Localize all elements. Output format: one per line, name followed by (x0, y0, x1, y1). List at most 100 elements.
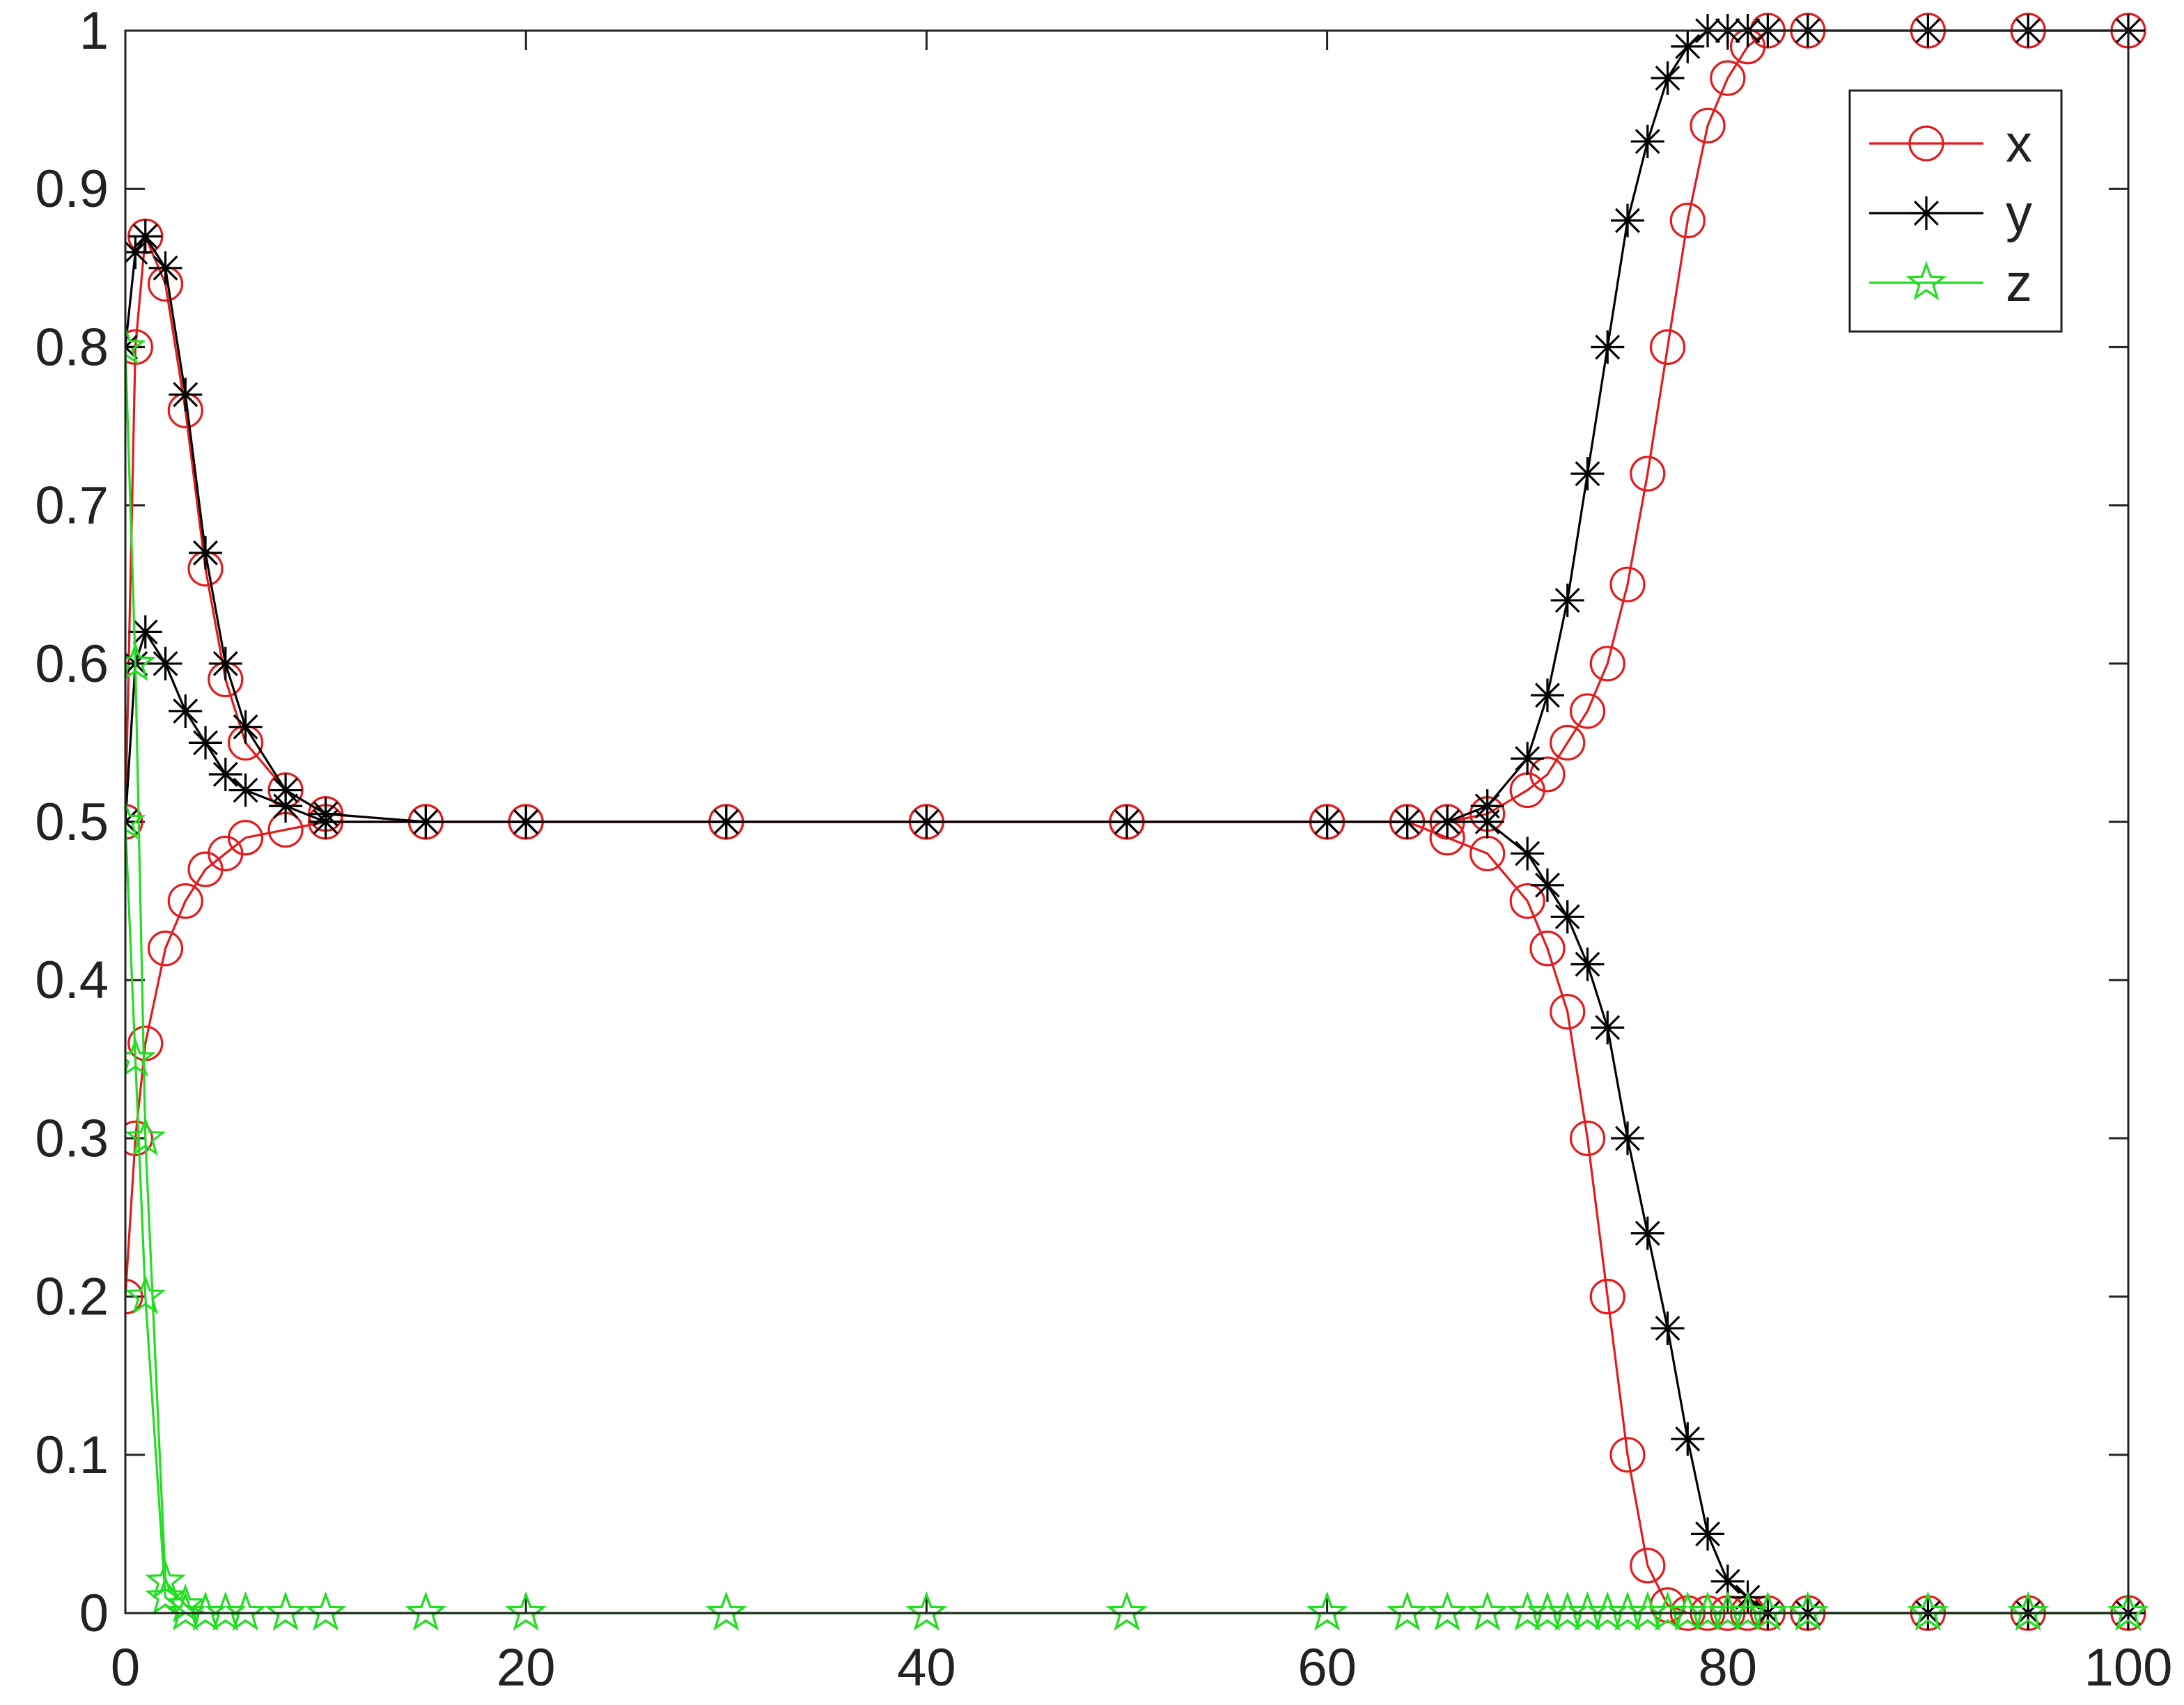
data-point (125, 325, 146, 365)
data-point (208, 646, 242, 680)
data-point (125, 1279, 143, 1315)
data-point (2007, 1591, 2049, 1631)
x-tick-label: 60 (1297, 1638, 1357, 1697)
data-point (189, 536, 223, 570)
data-point (1511, 742, 1545, 776)
data-point (2107, 1591, 2148, 1631)
data-point (228, 773, 263, 807)
data-point (125, 329, 153, 365)
data-point (1630, 456, 1666, 492)
data-point (1529, 756, 1566, 793)
data-point (125, 1037, 156, 1077)
data-point (1470, 805, 1504, 839)
y-tick-label: 0 (79, 1584, 109, 1643)
data-point (125, 235, 153, 270)
data-point (1589, 646, 1625, 682)
data-point (125, 1116, 166, 1156)
data-point (1511, 836, 1545, 871)
legend: xyz (1848, 89, 2063, 333)
data-point (1570, 947, 1605, 981)
data-point (1310, 805, 1344, 839)
data-point (309, 805, 343, 839)
data-point (1570, 457, 1605, 491)
legend-marker (1908, 125, 1944, 162)
data-point (265, 1591, 306, 1631)
data-point (1591, 1011, 1625, 1045)
data-point (1787, 1591, 1829, 1631)
data-point (1671, 29, 1705, 63)
data-point (1550, 900, 1584, 934)
data-point (709, 805, 743, 839)
data-point (144, 1575, 187, 1615)
data-point (1630, 1216, 1664, 1250)
data-point (1591, 330, 1625, 364)
data-point (409, 805, 443, 839)
data-point (509, 805, 543, 839)
legend-box (1848, 89, 2063, 333)
data-point (1710, 1564, 1745, 1598)
data-point (1569, 1120, 1606, 1157)
legend-label: x (2006, 114, 2032, 173)
data-point (505, 1591, 547, 1631)
data-point (189, 726, 223, 760)
data-point (1550, 724, 1586, 761)
data-point (1649, 329, 1686, 365)
y-tick-label: 0.5 (35, 793, 109, 852)
data-point (705, 1591, 747, 1631)
data-point (1550, 583, 1584, 617)
data-point (1569, 693, 1606, 729)
y-tick-label: 0.3 (35, 1109, 109, 1168)
data-point (1609, 566, 1646, 602)
data-point (1509, 882, 1545, 919)
data-point (125, 800, 146, 840)
data-point (1589, 1278, 1625, 1315)
data-point (269, 789, 303, 823)
data-point (405, 1591, 447, 1631)
data-point (1630, 125, 1664, 159)
data-point (1671, 1422, 1705, 1456)
data-point (148, 646, 182, 680)
y-tick-label: 1 (79, 1, 109, 61)
legend-label: y (2006, 184, 2032, 243)
data-point (128, 615, 162, 649)
y-tick-label: 0.9 (35, 159, 109, 219)
data-point (905, 1591, 948, 1631)
data-point (1430, 805, 1465, 839)
data-point (1550, 994, 1586, 1030)
y-tick-label: 0.8 (35, 318, 109, 377)
legend-marker (1905, 260, 1947, 301)
data-point (1390, 805, 1424, 839)
data-point (1611, 1121, 1644, 1155)
data-point (169, 377, 203, 412)
data-point (227, 820, 264, 856)
data-point (147, 931, 184, 967)
y-tick-label: 0.2 (35, 1268, 109, 1327)
data-point (1306, 1591, 1348, 1631)
data-point (224, 1591, 267, 1631)
data-point (1747, 1591, 1788, 1631)
data-point (169, 694, 203, 728)
data-point (1651, 61, 1685, 95)
legend-marker (1910, 196, 1943, 230)
data-point (1609, 1437, 1646, 1473)
data-point (167, 882, 203, 919)
data-point (125, 1275, 166, 1314)
y-tick-label: 0.7 (35, 476, 109, 536)
data-point (1907, 1591, 1949, 1631)
data-point (1691, 1517, 1725, 1551)
data-point (1530, 868, 1564, 902)
data-point (1530, 678, 1564, 713)
data-point (304, 1591, 347, 1631)
data-point (1106, 1591, 1148, 1631)
data-point (228, 710, 263, 744)
data-point (125, 1120, 153, 1156)
y-tick-label: 0.6 (35, 634, 109, 694)
x-tick-label: 100 (2084, 1638, 2173, 1697)
data-point (1110, 805, 1144, 839)
data-point (1710, 60, 1746, 96)
axes-box (124, 29, 2130, 1614)
data-point (148, 251, 182, 285)
data-point (1426, 1591, 1468, 1631)
